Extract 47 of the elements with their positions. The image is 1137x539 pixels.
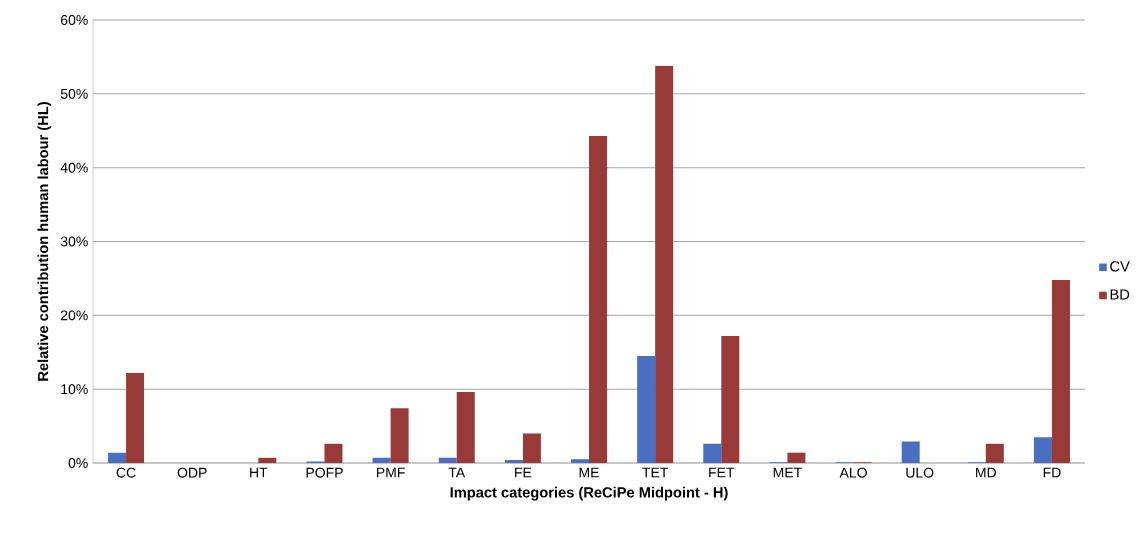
x-tick-label: FD [1043, 467, 1061, 478]
y-tick-label: 60% [60, 15, 88, 25]
bar [1033, 437, 1052, 463]
bar [985, 443, 1004, 463]
y-tick-label: 10% [61, 384, 88, 395]
x-axis-title: Impact categories (ReCiPe Midpoint - H) [450, 486, 728, 501]
x-tick-label: MET [773, 467, 802, 478]
x-tick-label: FET [709, 467, 735, 478]
bar [390, 408, 409, 463]
bar [721, 336, 740, 463]
bar [258, 457, 277, 463]
x-tick-label: CC [116, 467, 136, 478]
bar [456, 392, 475, 463]
x-tick-label: FE [515, 467, 532, 478]
bar [901, 441, 920, 463]
x-tick-label: ALO [839, 467, 867, 478]
legend-label: BD [1110, 289, 1130, 300]
bar [438, 457, 457, 463]
bar [372, 457, 391, 463]
y-tick-label: 50% [60, 88, 88, 99]
bar [571, 459, 590, 463]
y-tick-label: 40% [60, 162, 88, 173]
bar [655, 65, 674, 463]
x-tick-label: TET [642, 467, 669, 478]
x-tick-label: TA [448, 467, 466, 478]
bar [637, 355, 656, 463]
bar [589, 135, 608, 463]
y-tick-label: 20% [60, 310, 88, 321]
x-tick-label: POFP [306, 467, 343, 478]
bar [787, 452, 806, 463]
x-tick-label: ODP [177, 467, 207, 478]
legend-label: CV [1110, 261, 1130, 272]
bar [1051, 279, 1070, 463]
y-axis-title: Relative contribution human labour (HL) [37, 102, 52, 381]
x-tick-label: ME [579, 467, 599, 478]
x-tick-label: PMF [376, 467, 405, 478]
x-tick-label: ULO [906, 467, 934, 478]
x-tick-label: MD [976, 467, 997, 478]
y-tick-label: 0% [68, 458, 88, 468]
bar [703, 443, 722, 463]
y-tick-label: 30% [60, 236, 88, 247]
bar [108, 452, 127, 463]
x-tick-label: HT [250, 467, 268, 478]
bar [126, 372, 145, 463]
bar [504, 460, 523, 463]
bar [324, 443, 343, 463]
bar [522, 433, 541, 463]
